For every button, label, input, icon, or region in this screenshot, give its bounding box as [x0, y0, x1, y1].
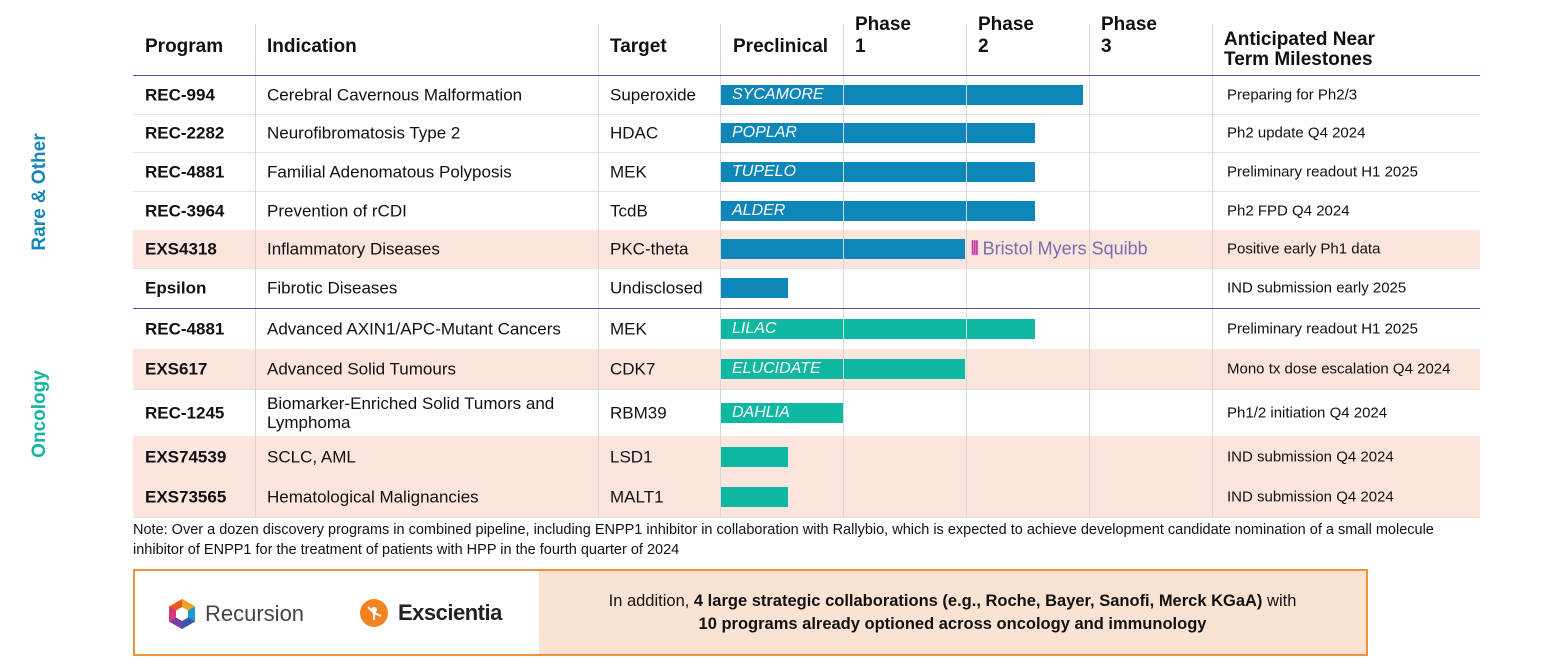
phase-bar — [720, 278, 788, 298]
group-divider — [133, 308, 1480, 309]
partner-name: Bristol Myers Squibb — [982, 238, 1148, 259]
table-row: Epsilon Fibrotic Diseases Undisclosed IND s… — [133, 268, 1480, 309]
table-row: EXS73565 Hematological Malignancies MALT1 I… — [133, 477, 1480, 518]
trial-name-label: TUPELO — [732, 162, 797, 180]
indication-cell: Advanced AXIN1/APC-Mutant Cancers — [267, 319, 561, 339]
indication-cell: Neurofibromatosis Type 2 — [267, 123, 461, 143]
trial-name-label: SYCAMORE — [732, 85, 824, 103]
table-row: REC-3964 Prevention of rCDI TcdB Ph2 FPD Q4… — [133, 191, 1480, 231]
table-row: REC-2282 Neurofibromatosis Type 2 HDAC Ph2 … — [133, 114, 1480, 153]
phase-bar: TUPELO — [720, 161, 1035, 182]
group-label-oncology: Oncology — [29, 370, 50, 458]
program-cell: REC-3964 — [145, 201, 225, 220]
milestone-cell: Ph1/2 initiation Q4 2024 — [1227, 404, 1388, 421]
program-cell: Epsilon — [145, 278, 207, 298]
table-row: EXS617 Advanced Solid Tumours CDK7 Mono tx … — [133, 349, 1480, 390]
partner-logo: ⫴ Bristol Myers Squibb — [971, 239, 1148, 260]
phase-bar — [720, 446, 788, 467]
exscientia-icon — [360, 599, 388, 627]
target-cell: CDK7 — [610, 359, 656, 379]
phase-bar: POPLAR — [720, 123, 1035, 143]
program-cell: REC-1245 — [145, 403, 225, 422]
indication-cell: Familial Adenomatous Polyposis — [267, 162, 512, 181]
target-cell: TcdB — [610, 201, 648, 220]
group-label-rare: Rare & Other — [29, 133, 50, 251]
milestone-cell: Ph2 update Q4 2024 — [1227, 124, 1366, 142]
header-divider — [133, 75, 1480, 76]
milestone-cell: IND submission early 2025 — [1227, 279, 1407, 297]
column-divider — [1089, 24, 1090, 517]
column-divider — [843, 24, 844, 517]
recursion-logo-text: Recursion — [205, 601, 305, 626]
indication-cell: Cerebral Cavernous Malformation — [267, 85, 523, 104]
column-divider — [598, 24, 599, 517]
indication-cell: Fibrotic Diseases — [267, 278, 398, 298]
target-cell: Superoxide — [610, 85, 697, 104]
footnote: Note: Over a dozen discovery programs in… — [133, 522, 1434, 558]
phase-bar: LILAC — [720, 319, 1035, 339]
phase-bar: DAHLIA — [720, 402, 843, 423]
target-cell: MEK — [610, 162, 647, 181]
collaboration-text-panel: In addition, 4 large strategic collabora… — [539, 571, 1366, 654]
column-divider — [1212, 24, 1213, 517]
trial-name-label: ALDER — [732, 201, 786, 219]
program-cell: EXS4318 — [145, 239, 217, 259]
column-divider — [966, 24, 967, 517]
target-cell: PKC-theta — [610, 239, 689, 259]
exscientia-logo: Exscientia — [359, 598, 502, 628]
bms-mark-icon: ⫴ — [971, 238, 979, 259]
indication-cell: Biomarker-Enriched Solid Tumors and Lymp… — [267, 393, 555, 432]
table-row: REC-1245 Biomarker-Enriched Solid Tumors … — [133, 389, 1480, 437]
column-divider — [720, 24, 721, 517]
milestone-cell: Preliminary readout H1 2025 — [1227, 163, 1418, 180]
program-cell: EXS73565 — [145, 487, 227, 507]
indication-cell: Prevention of rCDI — [267, 201, 407, 220]
milestone-cell: Mono tx dose escalation Q4 2024 — [1227, 360, 1451, 378]
program-cell: EXS617 — [145, 359, 208, 379]
target-cell: MALT1 — [610, 487, 664, 507]
milestone-cell: Positive early Ph1 data — [1227, 240, 1381, 258]
header-milestones-line1: Anticipated Near — [1224, 29, 1375, 50]
indication-cell: Inflammatory Diseases — [267, 239, 440, 259]
recursion-logo: Recursion — [167, 598, 304, 630]
program-cell: REC-2282 — [145, 123, 225, 143]
trial-name-label: ELUCIDATE — [732, 360, 821, 377]
target-cell: MEK — [610, 319, 647, 339]
program-cell: REC-994 — [145, 85, 215, 104]
exscientia-logo-text: Exscientia — [398, 600, 502, 625]
collaboration-text: In addition, 4 large strategic collabora… — [608, 591, 1297, 633]
indication-cell: Advanced Solid Tumours — [267, 359, 456, 379]
column-divider — [255, 24, 256, 517]
phase-bar: ALDER — [720, 200, 1035, 221]
trial-name-label: LILAC — [732, 320, 777, 337]
collaboration-box: Recursion Exscientia In addition, 4 larg… — [133, 569, 1368, 656]
indication-cell: Hematological Malignancies — [267, 487, 479, 507]
table-row: REC-994 Cerebral Cavernous Malformation Su… — [133, 75, 1480, 115]
trial-name-label: DAHLIA — [732, 403, 790, 421]
program-cell: REC-4881 — [145, 162, 225, 181]
phase-bar: ELUCIDATE — [720, 359, 965, 379]
indication-cell: SCLC, AML — [267, 447, 356, 466]
trial-name-label: POPLAR — [732, 124, 797, 141]
program-cell: REC-4881 — [145, 319, 225, 339]
milestone-cell: Preliminary readout H1 2025 — [1227, 320, 1418, 338]
recursion-hexagon-icon — [169, 599, 195, 629]
program-cell: EXS74539 — [145, 447, 227, 466]
phase-bar: SYCAMORE — [720, 84, 1083, 105]
milestone-cell: IND submission Q4 2024 — [1227, 488, 1394, 506]
target-cell: LSD1 — [610, 447, 653, 466]
table-row: REC-4881 Familial Adenomatous Polyposis ME… — [133, 152, 1480, 192]
target-cell: RBM39 — [610, 403, 667, 422]
table-row: EXS74539 SCLC, AML LSD1 IND submission Q4 2… — [133, 436, 1480, 478]
table-row: EXS4318 Inflammatory Diseases PKC-theta Pos… — [133, 230, 1480, 269]
table-row: REC-4881 Advanced AXIN1/APC-Mutant Cancer… — [133, 309, 1480, 350]
milestone-cell: IND submission Q4 2024 — [1227, 448, 1394, 465]
phase-bar — [720, 487, 788, 507]
target-cell: Undisclosed — [610, 278, 703, 298]
milestone-cell: Preparing for Ph2/3 — [1227, 86, 1358, 103]
target-cell: HDAC — [610, 123, 659, 143]
phase-bar — [720, 239, 965, 259]
header-milestones-line2: Term Milestones — [1224, 49, 1373, 70]
milestone-cell: Ph2 FPD Q4 2024 — [1227, 202, 1350, 219]
